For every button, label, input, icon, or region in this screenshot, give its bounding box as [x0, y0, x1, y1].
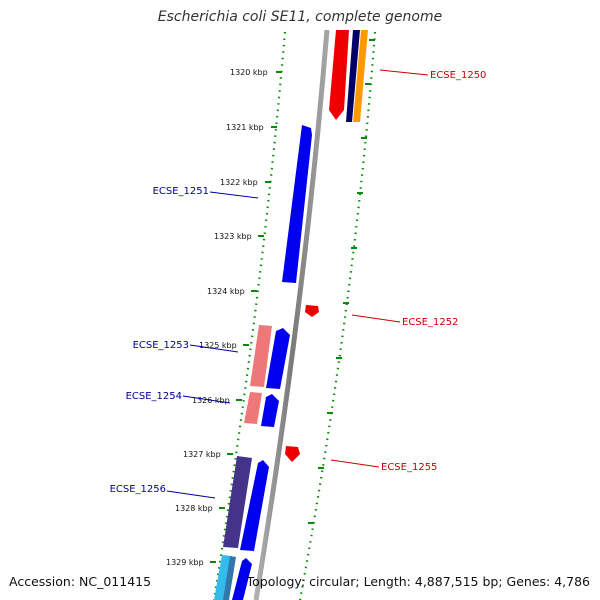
- gene-ecse-1254b[interactable]: [261, 394, 279, 427]
- gene-ecse-1253[interactable]: [250, 325, 272, 387]
- tick-label: 1324 kbp: [207, 287, 245, 296]
- genome-summary-text: Topology: circular; Length: 4,887,515 bp…: [246, 574, 590, 589]
- gene-ecse-1251[interactable]: [282, 125, 312, 283]
- gene-ecse-1252[interactable]: [305, 305, 319, 317]
- gene-bottom-blue[interactable]: [232, 558, 252, 600]
- gene-labels: ECSE_1250 ECSE_1251 ECSE_1252 ECSE_1253 …: [110, 70, 487, 495]
- tick-label: 1328 kbp: [175, 504, 213, 513]
- gene-bottom-teal[interactable]: [223, 556, 236, 600]
- gene-label-ecse-1253[interactable]: ECSE_1253: [133, 340, 189, 351]
- tick-label: 1323 kbp: [214, 232, 252, 241]
- tick-label: 1325 kbp: [199, 341, 237, 350]
- gene-ecse-1255[interactable]: [285, 446, 300, 462]
- tick-label: 1329 kbp: [166, 558, 204, 567]
- tick-label: 1327 kbp: [183, 450, 221, 459]
- gene-label-ecse-1254[interactable]: ECSE_1254: [126, 391, 182, 402]
- gene-ecse-1250-orange: [353, 30, 368, 122]
- accession-text: Accession: NC_011415: [9, 574, 152, 589]
- genome-title: Escherichia coli SE11, complete genome: [157, 9, 443, 25]
- gene-label-ecse-1252[interactable]: ECSE_1252: [402, 317, 458, 328]
- gene-ecse-1256b[interactable]: [240, 460, 269, 551]
- gene-label-ecse-1256[interactable]: ECSE_1256: [110, 484, 166, 495]
- gene-label-ecse-1251[interactable]: ECSE_1251: [153, 186, 209, 197]
- tick-marks: [210, 39, 375, 563]
- tick-label: 1322 kbp: [220, 178, 258, 187]
- gene-ecse-1254[interactable]: [244, 392, 262, 424]
- gene-label-ecse-1250[interactable]: ECSE_1250: [430, 70, 486, 81]
- gene-bottom-cyan[interactable]: [214, 555, 232, 600]
- gene-ecse-1250[interactable]: [329, 30, 368, 122]
- label-leaders: [166, 69, 429, 499]
- tick-label: 1321 kbp: [226, 123, 264, 132]
- gene-ecse-1250-navy: [346, 30, 360, 122]
- gene-ecse-1253b[interactable]: [266, 328, 290, 389]
- gene-label-ecse-1255[interactable]: ECSE_1255: [381, 462, 437, 473]
- gene-ecse-1250-red: [329, 30, 349, 120]
- gene-ecse-1256[interactable]: [223, 456, 252, 548]
- genome-backbone: [253, 29, 330, 600]
- tick-label: 1320 kbp: [230, 68, 268, 77]
